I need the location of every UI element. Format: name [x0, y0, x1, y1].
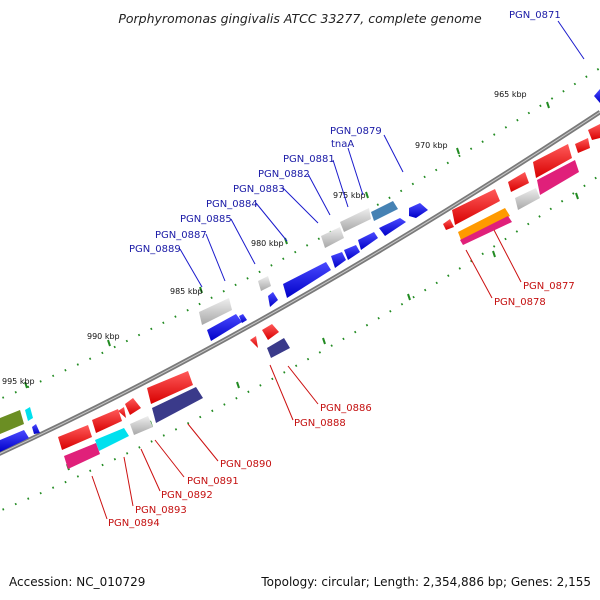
gene-label[interactable]: PGN_0877	[523, 281, 575, 292]
gene-feature[interactable]	[344, 245, 360, 260]
gene-label[interactable]: PGN_0894	[108, 518, 160, 529]
gene-label[interactable]: PGN_0882	[258, 169, 310, 180]
scale-label-980: 980 kbp	[251, 239, 284, 248]
gene-feature[interactable]	[321, 227, 344, 248]
gene-feature[interactable]	[199, 298, 232, 325]
scale-label-975: 975 kbp	[333, 191, 366, 200]
gene-feature[interactable]	[371, 201, 398, 221]
genome-title: Porphyromonas gingivalis ATCC 33277, com…	[118, 11, 482, 26]
outer-leader-lines	[179, 20, 585, 288]
inner-gene-labels: PGN_0877 PGN_0878 PGN_0886 PGN_0888 PGN_…	[108, 281, 575, 529]
gene-feature[interactable]	[0, 410, 24, 434]
gene-label[interactable]: tnaA	[331, 139, 354, 150]
gene-label[interactable]: PGN_0890	[220, 459, 272, 470]
gene-feature[interactable]	[118, 407, 126, 418]
gene-feature[interactable]	[58, 425, 92, 450]
scale-labels: 965 kbp 970 kbp 975 kbp 980 kbp 985 kbp …	[2, 90, 527, 386]
gene-feature[interactable]	[460, 216, 512, 245]
outer-scale-ring	[0, 67, 600, 400]
gene-feature[interactable]	[340, 208, 371, 232]
scale-label-995: 995 kbp	[2, 377, 35, 386]
gene-feature[interactable]	[0, 430, 29, 452]
scale-label-990: 990 kbp	[87, 332, 120, 341]
gene-feature[interactable]	[588, 124, 600, 140]
gene-feature[interactable]	[452, 189, 500, 225]
gene-feature[interactable]	[147, 371, 193, 404]
gene-feature[interactable]	[267, 338, 290, 358]
gene-feature[interactable]	[239, 314, 247, 323]
genome-summary-text: Topology: circular; Length: 2,354,886 bp…	[260, 575, 591, 589]
gene-label[interactable]: PGN_0887	[155, 230, 207, 241]
gene-feature[interactable]	[258, 276, 271, 291]
gene-feature[interactable]	[358, 232, 378, 250]
gene-label[interactable]: PGN_0881	[283, 154, 335, 165]
gene-feature[interactable]	[262, 324, 279, 340]
gene-label[interactable]: PGN_0891	[187, 476, 239, 487]
gene-label[interactable]: PGN_0893	[135, 505, 187, 516]
gene-feature[interactable]	[533, 144, 572, 178]
gene-feature[interactable]	[331, 252, 346, 268]
gene-label[interactable]: PGN_0883	[233, 184, 285, 195]
gene-label[interactable]: PGN_0888	[294, 418, 346, 429]
inner-leader-lines	[91, 229, 522, 520]
inner-scale-ring	[0, 174, 600, 512]
gene-feature[interactable]	[130, 416, 153, 435]
gene-feature[interactable]	[575, 138, 590, 153]
scale-label-985: 985 kbp	[170, 287, 203, 296]
gene-label[interactable]: PGN_0892	[161, 490, 213, 501]
gene-feature[interactable]	[409, 203, 428, 218]
gene-label[interactable]: PGN_0878	[494, 297, 546, 308]
gene-feature[interactable]	[515, 188, 540, 210]
scale-label-965: 965 kbp	[494, 90, 527, 99]
gene-feature[interactable]	[32, 424, 40, 434]
gene-label[interactable]: PGN_0886	[320, 403, 372, 414]
accession-text: Accession: NC_010729	[9, 575, 145, 589]
gene-feature[interactable]	[95, 428, 129, 451]
gene-feature[interactable]	[207, 314, 242, 341]
gene-feature[interactable]	[458, 208, 510, 240]
gene-feature[interactable]	[594, 89, 600, 103]
gene-feature[interactable]	[537, 160, 579, 195]
gene-label[interactable]: PGN_0885	[180, 214, 232, 225]
gene-label[interactable]: PGN_0884	[206, 199, 258, 210]
forward-features	[0, 89, 600, 452]
gene-feature[interactable]	[379, 218, 406, 236]
gene-feature[interactable]	[125, 398, 141, 415]
outer-gene-labels: PGN_0871 PGN_0879 tnaA PGN_0881 PGN_0882…	[129, 10, 561, 255]
gene-feature[interactable]	[250, 336, 258, 348]
gene-label[interactable]: PGN_0879	[330, 126, 382, 137]
gene-feature[interactable]	[152, 387, 203, 423]
gene-label[interactable]: PGN_0889	[129, 244, 181, 255]
gene-feature[interactable]	[443, 219, 454, 230]
gene-feature[interactable]	[268, 292, 278, 307]
gene-feature[interactable]	[25, 407, 33, 421]
gene-feature[interactable]	[92, 409, 122, 433]
gene-feature[interactable]	[283, 262, 331, 298]
gene-feature[interactable]	[64, 443, 100, 469]
scale-label-970: 970 kbp	[415, 141, 448, 150]
gene-feature[interactable]	[508, 172, 529, 192]
gene-label[interactable]: PGN_0871	[509, 10, 561, 21]
reverse-features	[58, 124, 600, 469]
